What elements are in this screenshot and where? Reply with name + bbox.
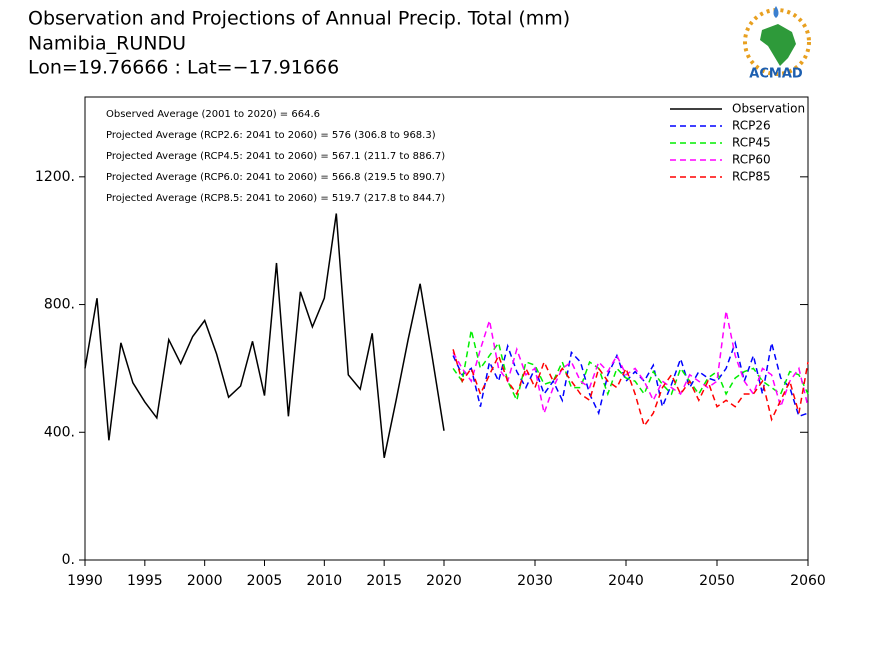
x-tick-label: 2015: [366, 573, 402, 589]
y-tick-label: 1200.: [35, 169, 75, 185]
series-line: [452, 340, 809, 418]
x-tick-label: 2005: [247, 573, 283, 589]
logo-text: ACMAD: [749, 67, 803, 82]
y-tick-label: 800.: [44, 297, 75, 313]
x-tick-label: 2060: [790, 573, 826, 589]
annotation: Projected Average (RCP2.6: 2041 to 2060)…: [106, 130, 436, 141]
annotation: Projected Average (RCP4.5: 2041 to 2060)…: [106, 151, 445, 162]
x-tick-label: 2030: [517, 573, 553, 589]
logo-africa: [760, 24, 796, 66]
x-tick-label: 1995: [127, 573, 163, 589]
legend-label: RCP60: [732, 153, 771, 167]
logo-ring: [743, 8, 811, 76]
annotation: Projected Average (RCP6.0: 2041 to 2060)…: [106, 172, 445, 183]
plot-frame: [84, 96, 809, 561]
logo: ACMAD: [743, 6, 811, 82]
legend-label: RCP45: [732, 136, 771, 150]
legend-label: RCP26: [732, 119, 771, 133]
y-tick-label: 400.: [44, 424, 75, 440]
series-line: [84, 213, 445, 458]
x-tick-label: 2000: [187, 573, 223, 589]
legend-label: Observation: [732, 102, 805, 116]
y-tick-label: 0.: [62, 552, 75, 568]
annotation: Projected Average (RCP8.5: 2041 to 2060)…: [106, 193, 445, 204]
chart-subtitle: Namibia_RUNDU: [28, 33, 186, 55]
legend-label: RCP85: [732, 170, 771, 184]
x-tick-label: 2050: [699, 573, 735, 589]
x-tick-label: 2040: [608, 573, 644, 589]
x-tick-label: 2010: [307, 573, 343, 589]
chart-title: Observation and Projections of Annual Pr…: [28, 8, 570, 30]
x-tick-label: 1990: [67, 573, 103, 589]
logo-drop: [773, 6, 779, 18]
x-tick-label: 2020: [426, 573, 462, 589]
chart-location: Lon=19.76666 : Lat=−17.91666: [28, 57, 339, 79]
annotation: Observed Average (2001 to 2020) = 664.6: [106, 109, 320, 120]
series-line: [452, 349, 809, 428]
